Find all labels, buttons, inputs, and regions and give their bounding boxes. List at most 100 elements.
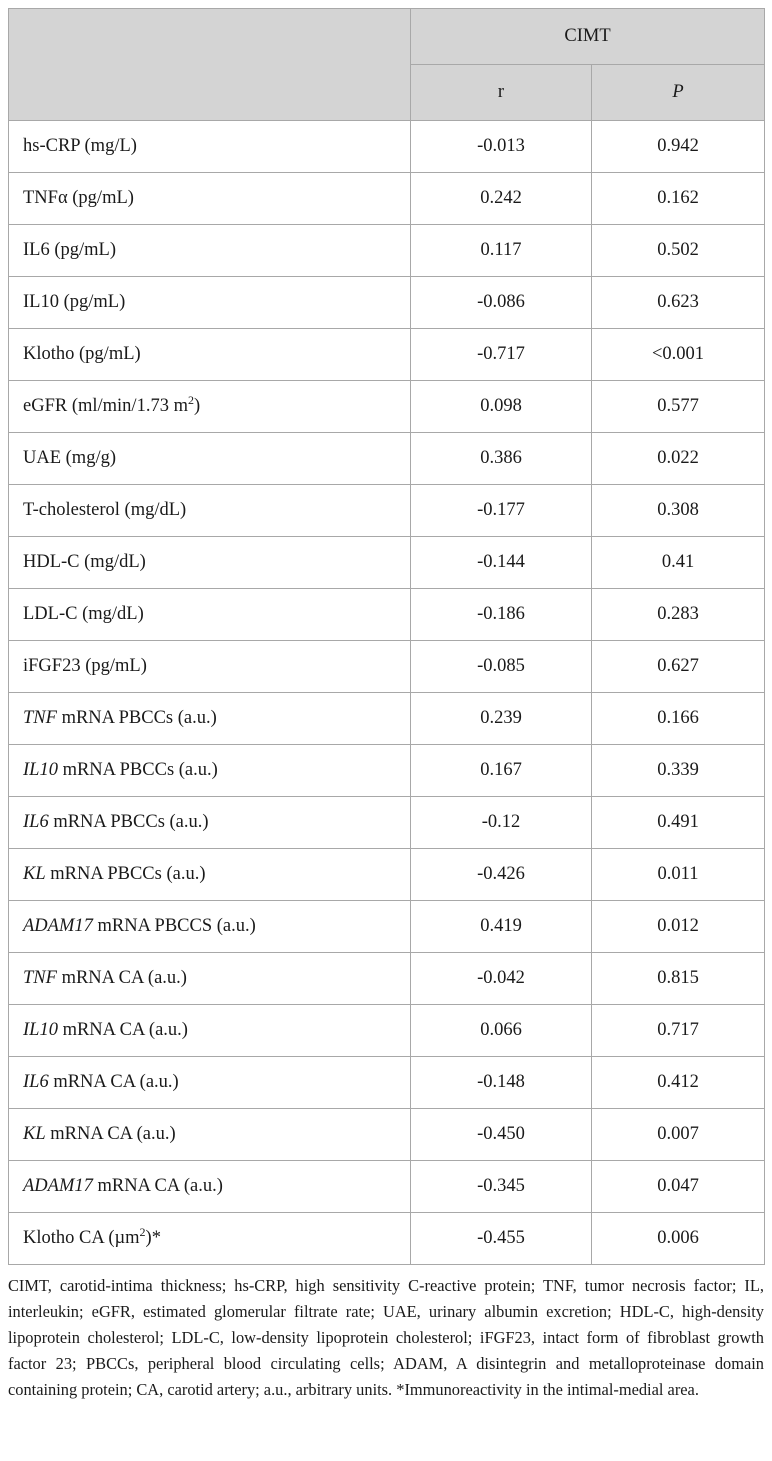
row-label-cell: ADAM17 mRNA PBCCS (a.u.) [8,900,411,953]
table-row: eGFR (ml/min/1.73 m2) 0.098 0.577 [8,380,765,433]
correlation-table: CIMT r P hs-CRP (mg/L) -0.013 0.942 TNFα (p… [8,8,765,1265]
r-value-cell: 0.386 [410,432,592,485]
table-row: iFGF23 (pg/mL) -0.085 0.627 [8,640,765,693]
table-row: TNF mRNA CA (a.u.) -0.042 0.815 [8,952,765,1005]
r-value-cell: -0.345 [410,1160,592,1213]
row-label-tail: )* [145,1228,161,1248]
r-value-cell: 0.066 [410,1004,592,1057]
row-label-cell: Klotho CA (µm2)* [8,1212,411,1265]
table-figure: CIMT r P hs-CRP (mg/L) -0.013 0.942 TNFα (p… [8,8,765,1403]
p-value-cell: 0.283 [591,588,765,641]
r-value-cell: 0.242 [410,172,592,225]
r-value-cell: 0.117 [410,224,592,277]
table-row: Klotho (pg/mL) -0.717 <0.001 [8,328,765,381]
r-value-cell: -0.144 [410,536,592,589]
row-label-cell: hs-CRP (mg/L) [8,120,411,173]
row-label: Klotho CA (µm [23,1228,140,1248]
p-value-cell: 0.717 [591,1004,765,1057]
gene-name: TNF [23,708,57,728]
row-label: mRNA PBCCs (a.u.) [48,812,209,832]
unit-superscript: 2 [139,1224,146,1239]
row-label: hs-CRP (mg/L) [23,136,137,156]
p-value-cell: 0.011 [591,848,765,901]
row-label-cell: Klotho (pg/mL) [8,328,411,381]
r-value-cell: -0.085 [410,640,592,693]
table-row: T-cholesterol (mg/dL) -0.177 0.308 [8,484,765,537]
row-label-cell: TNFα (pg/mL) [8,172,411,225]
row-label-cell: eGFR (ml/min/1.73 m2) [8,380,411,433]
unit-superscript: 2 [187,392,194,407]
p-value-cell: 0.047 [591,1160,765,1213]
table-footnote: CIMT, carotid-intima thickness; hs-CRP, … [8,1276,764,1399]
row-label: mRNA PBCCs (a.u.) [45,864,206,884]
row-label: T-cholesterol (mg/dL) [23,500,187,520]
row-label: IL10 (pg/mL) [23,292,126,312]
p-value-cell: 0.942 [591,120,765,173]
p-value-cell: 0.166 [591,692,765,745]
p-value-cell: 0.162 [591,172,765,225]
gene-name: IL6 [23,1072,49,1092]
table-row: LDL-C (mg/dL) -0.186 0.283 [8,588,765,641]
p-value-cell: 0.502 [591,224,765,277]
gene-name: ADAM17 [23,1176,93,1196]
row-label-cell: HDL-C (mg/dL) [8,536,411,589]
p-value-cell: 0.623 [591,276,765,329]
p-value-cell: 0.627 [591,640,765,693]
table-row: IL10 mRNA PBCCs (a.u.) 0.167 0.339 [8,744,765,797]
r-value-cell: -0.177 [410,484,592,537]
row-label-cell: LDL-C (mg/dL) [8,588,411,641]
r-value-cell: -0.148 [410,1056,592,1109]
row-label-cell: KL mRNA CA (a.u.) [8,1108,411,1161]
gene-name: KL [23,864,46,884]
gene-name: IL6 [23,812,49,832]
row-label-cell: IL6 (pg/mL) [8,224,411,277]
row-label-cell: IL10 mRNA PBCCs (a.u.) [8,744,411,797]
row-label: mRNA CA (a.u.) [45,1124,176,1144]
r-value-cell: 0.098 [410,380,592,433]
row-label: mRNA CA (a.u.) [92,1176,223,1196]
r-value-cell: -0.12 [410,796,592,849]
table-row: IL6 mRNA CA (a.u.) -0.148 0.412 [8,1056,765,1109]
row-label: mRNA CA (a.u.) [57,1020,188,1040]
header-blank-cell [8,8,411,121]
row-label-cell: TNF mRNA PBCCs (a.u.) [8,692,411,745]
table-row: KL mRNA CA (a.u.) -0.450 0.007 [8,1108,765,1161]
p-value-cell: 0.012 [591,900,765,953]
p-value-cell: 0.006 [591,1212,765,1265]
table-row: TNF mRNA PBCCs (a.u.) 0.239 0.166 [8,692,765,745]
row-label: iFGF23 (pg/mL) [23,656,147,676]
header-col-r: r [410,64,592,121]
r-value-cell: -0.013 [410,120,592,173]
r-value-cell: -0.455 [410,1212,592,1265]
r-value-cell: -0.186 [410,588,592,641]
header-col-p: P [591,64,765,121]
table-row: IL6 (pg/mL) 0.117 0.502 [8,224,765,277]
r-value-cell: 0.167 [410,744,592,797]
p-value-cell: 0.022 [591,432,765,485]
row-label-cell: iFGF23 (pg/mL) [8,640,411,693]
header-group-cimt: CIMT [410,8,765,65]
table-body: hs-CRP (mg/L) -0.013 0.942 TNFα (pg/mL) 0.24… [8,120,765,1265]
p-value-cell: 0.577 [591,380,765,433]
gene-name: KL [23,1124,46,1144]
row-label-cell: ADAM17 mRNA CA (a.u.) [8,1160,411,1213]
r-value-cell: 0.239 [410,692,592,745]
row-label: mRNA CA (a.u.) [48,1072,179,1092]
r-value-cell: -0.042 [410,952,592,1005]
row-label-cell: KL mRNA PBCCs (a.u.) [8,848,411,901]
table-row: KL mRNA PBCCs (a.u.) -0.426 0.011 [8,848,765,901]
r-value-cell: -0.450 [410,1108,592,1161]
gene-name: IL10 [23,760,58,780]
row-label-cell: IL10 (pg/mL) [8,276,411,329]
r-value-cell: -0.426 [410,848,592,901]
row-label: mRNA PBCCS (a.u.) [92,916,256,936]
row-label-cell: UAE (mg/g) [8,432,411,485]
row-label: TNFα (pg/mL) [23,188,134,208]
row-label-cell: IL10 mRNA CA (a.u.) [8,1004,411,1057]
table-header: CIMT r P [8,8,765,121]
row-label: UAE (mg/g) [23,448,116,468]
table-row: IL6 mRNA PBCCs (a.u.) -0.12 0.491 [8,796,765,849]
row-label: mRNA PBCCs (a.u.) [57,760,218,780]
row-label-tail: ) [193,396,201,416]
row-label: Klotho (pg/mL) [23,344,141,364]
